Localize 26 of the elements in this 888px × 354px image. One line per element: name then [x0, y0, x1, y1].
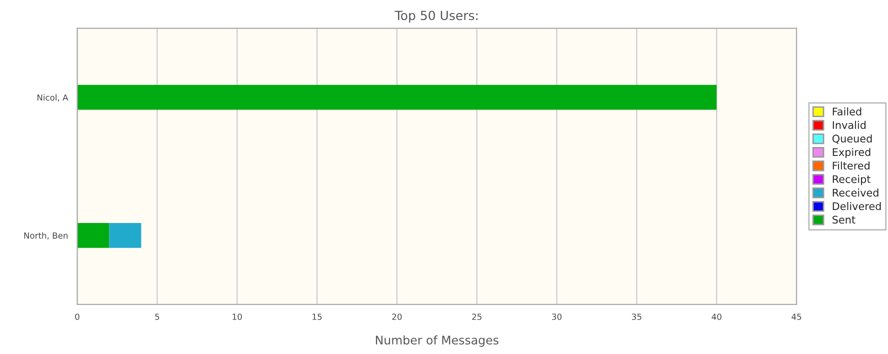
legend-label: Invalid: [832, 120, 866, 129]
x-tick-label: 40: [712, 314, 722, 320]
y-tick-label: Nicol, A: [38, 94, 68, 102]
legend-label: Failed: [832, 107, 862, 116]
y-tick-label: North, Ben: [24, 232, 68, 240]
legend-label: Receipt: [832, 175, 871, 186]
x-tick-label: 10: [232, 314, 242, 320]
x-tick-label: 30: [552, 314, 562, 320]
legend-label: Filtered: [832, 161, 870, 170]
x-tick-label: 25: [472, 314, 482, 320]
x-tick-label: 0: [75, 314, 80, 320]
bar: [77, 84, 717, 110]
chart-title: Top 50 Users:: [394, 10, 478, 23]
x-tick-label: 5: [155, 314, 160, 320]
x-tick-label: 20: [392, 314, 402, 320]
bar: [109, 222, 142, 248]
legend-label: Expired: [832, 148, 870, 158]
x-tick-label: 45: [792, 314, 802, 320]
legend-label: Delivered: [832, 202, 881, 210]
legend-label: Received: [832, 188, 878, 197]
x-tick-label: 15: [312, 314, 322, 320]
legend-label: Sent: [832, 216, 856, 224]
x-axis-title: Number of Messages: [376, 335, 498, 347]
legend-label: Queued: [832, 134, 872, 144]
bar: [77, 222, 110, 248]
x-tick-label: 35: [632, 314, 642, 320]
